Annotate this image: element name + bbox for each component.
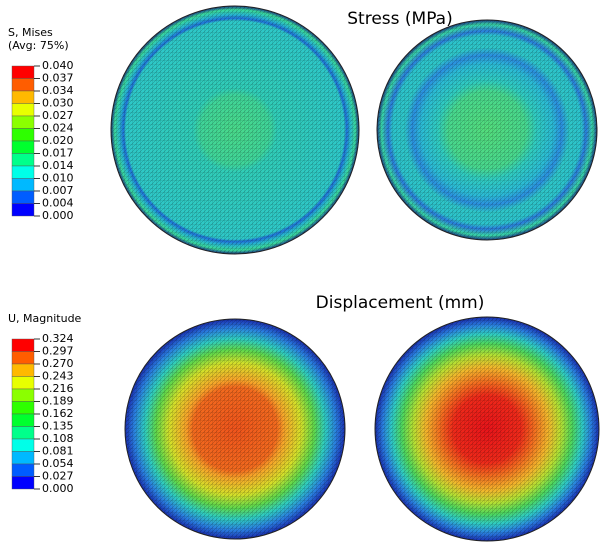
legend-title: (Avg: 75%): [8, 39, 69, 52]
legend-label: 0.010: [42, 172, 74, 185]
legend-label: 0.135: [42, 420, 74, 433]
legend-title: S, Mises: [8, 26, 53, 39]
legend-swatch: [12, 452, 34, 465]
legend-swatch: [12, 439, 34, 452]
mesh: [375, 317, 599, 541]
legend-label: 0.027: [42, 109, 74, 122]
disks: [111, 6, 599, 541]
legend-label: 0.270: [42, 357, 74, 370]
legend-label: 0.108: [42, 432, 74, 445]
legend-swatch: [12, 377, 34, 390]
legend-swatch: [12, 166, 34, 179]
legend-label: 0.000: [42, 209, 74, 222]
legend-label: 0.162: [42, 407, 74, 420]
legend-label: 0.081: [42, 445, 74, 458]
legend-swatch: [12, 191, 34, 204]
legend-swatch: [12, 464, 34, 477]
legend-title: U, Magnitude: [8, 312, 82, 325]
legend-swatch: [12, 414, 34, 427]
mesh: [111, 6, 359, 254]
legend-label: 0.037: [42, 72, 74, 85]
legend-label: 0.243: [42, 370, 74, 383]
legend-swatch: [12, 66, 34, 79]
mesh: [377, 20, 597, 240]
legend-label: 0.004: [42, 197, 74, 210]
legend-label: 0.030: [42, 97, 74, 110]
legend-swatch: [12, 91, 34, 104]
legend-label: 0.000: [42, 482, 74, 495]
legend-label: 0.189: [42, 395, 74, 408]
legend-swatch: [12, 427, 34, 440]
legend-label: 0.297: [42, 345, 74, 358]
legend-label: 0.216: [42, 382, 74, 395]
legend-label: 0.324: [42, 332, 74, 345]
legend-label: 0.027: [42, 470, 74, 483]
legend-swatch: [12, 179, 34, 192]
legend-swatch: [12, 364, 34, 377]
legend-label: 0.007: [42, 184, 74, 197]
legend-label: 0.040: [42, 59, 74, 72]
legend-label: 0.034: [42, 84, 74, 97]
legend-swatch: [12, 154, 34, 167]
legend-swatch: [12, 352, 34, 365]
legend-swatch: [12, 339, 34, 352]
panel-title: Stress (MPa): [347, 9, 453, 29]
legend-swatch: [12, 79, 34, 92]
legend-swatch: [12, 389, 34, 402]
legend-label: 0.024: [42, 122, 74, 135]
legend-label: 0.054: [42, 457, 74, 470]
figure: Stress (MPa) Displacement (mm) S, Mises(…: [0, 0, 606, 542]
mesh: [125, 319, 345, 539]
panel-title: Displacement (mm): [316, 293, 485, 313]
legend-swatch: [12, 104, 34, 117]
legend-label: 0.014: [42, 159, 74, 172]
legend-label: 0.020: [42, 134, 74, 147]
legend-swatch: [12, 477, 34, 490]
legend-swatch: [12, 204, 34, 217]
legend-swatch: [12, 402, 34, 415]
legend-swatch: [12, 116, 34, 129]
legend-label: 0.017: [42, 147, 74, 160]
legend-swatch: [12, 141, 34, 154]
legend-swatch: [12, 129, 34, 142]
